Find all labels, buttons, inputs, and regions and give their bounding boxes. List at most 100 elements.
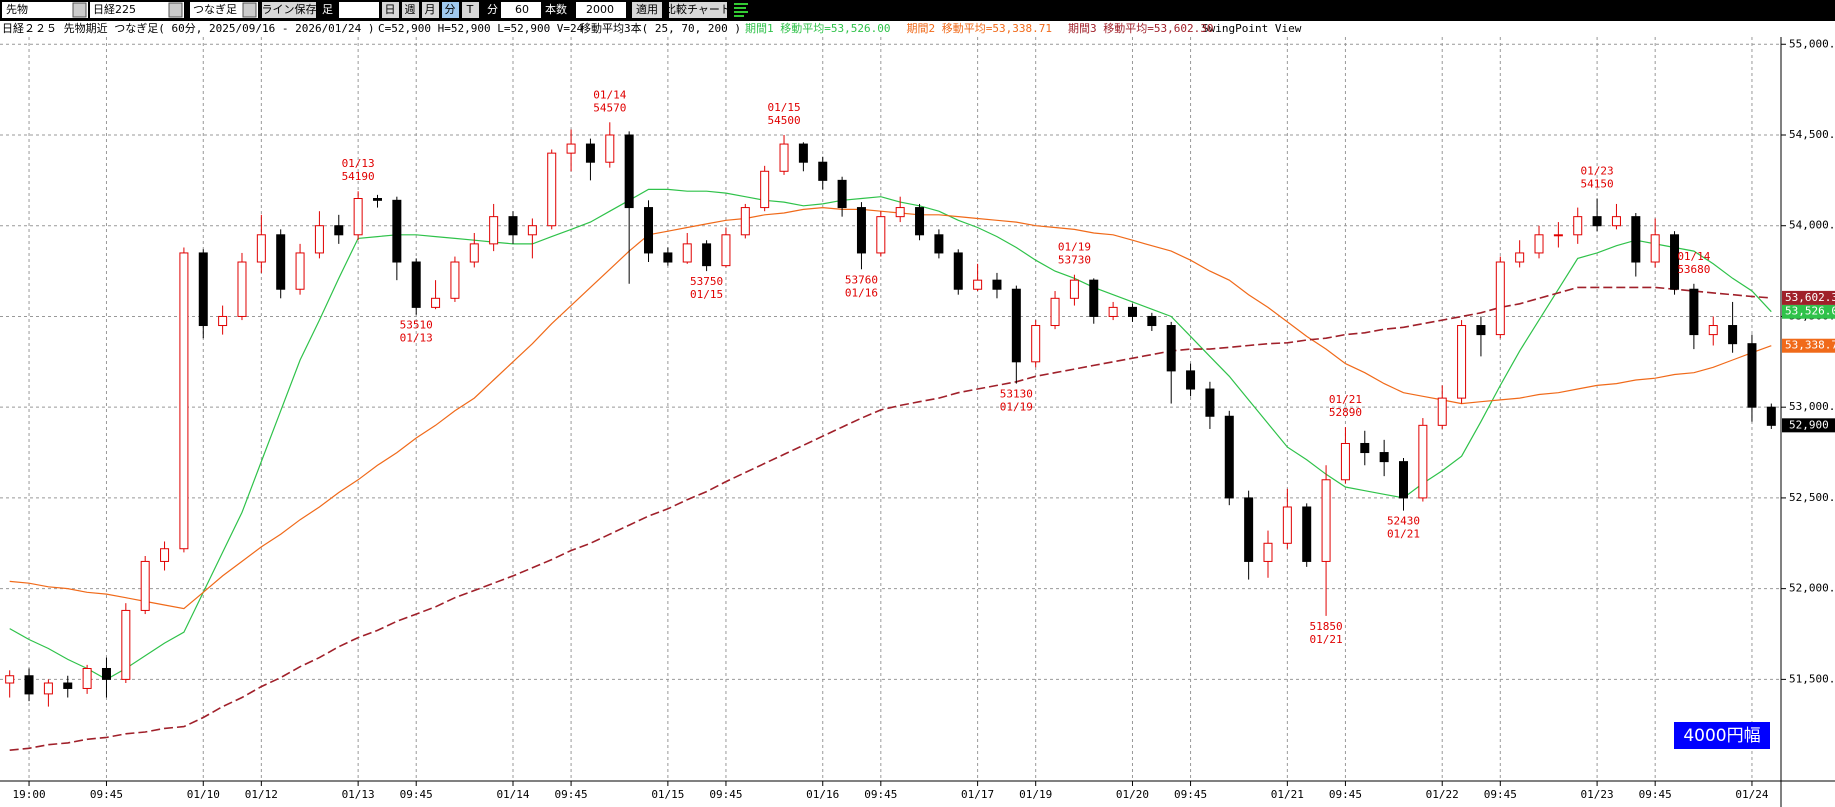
plot-area: 01/13541905351001/1301/145457001/1453680… — [0, 37, 1781, 781]
candle-body — [1108, 306, 1118, 317]
candle-body — [140, 560, 150, 611]
x-tick-label: 09:45 — [1639, 788, 1672, 801]
candle-body — [1224, 415, 1234, 499]
minutes-input-text: 60 — [515, 3, 529, 16]
axis-tag — [1782, 290, 1835, 305]
tick-button[interactable] — [462, 2, 479, 18]
swing-date: 01/14 — [593, 88, 626, 101]
candle-body — [1069, 279, 1079, 299]
count-input-text: 2000 — [586, 3, 614, 16]
ma-title: 移動平均3本( 25, 70, 200 ) — [580, 21, 741, 35]
candle-body — [63, 682, 73, 689]
swing-date: 01/21 — [1329, 393, 1362, 406]
chart-title: 日経２２５ 先物期近 つなぎ足( 60分, 2025/09/16 - 2026/… — [2, 21, 375, 35]
candle-body — [1360, 442, 1370, 454]
candle-body — [585, 143, 595, 163]
x-tick-label: 09:45 — [1484, 788, 1517, 801]
candle-body — [489, 216, 499, 245]
moving-average-line — [9, 286, 1772, 751]
x-tick-label: 09:45 — [1174, 788, 1207, 801]
compare-button[interactable] — [669, 2, 727, 18]
swing-value: 53130 — [1000, 388, 1033, 401]
candle-body — [334, 225, 344, 236]
dropdown-button[interactable] — [242, 2, 257, 18]
candle-body — [1457, 325, 1467, 399]
dropdown-button[interactable] — [168, 2, 183, 18]
view-label: SwingPoint View — [1202, 22, 1302, 35]
mode-select[interactable] — [190, 2, 258, 18]
candle-body — [1495, 261, 1505, 336]
candle-body — [82, 667, 92, 689]
count-input[interactable] — [576, 2, 626, 18]
day-button[interactable] — [382, 2, 399, 18]
candle-body — [1321, 479, 1331, 562]
candle-body — [1650, 234, 1660, 263]
candle-body — [1147, 315, 1157, 327]
minutes-input[interactable] — [501, 2, 541, 18]
candle-body — [218, 315, 228, 327]
candle-body — [973, 279, 983, 290]
swing-value: 54190 — [342, 170, 375, 183]
candle-body — [508, 216, 518, 236]
compare-button-text: 比較チャート — [665, 2, 731, 16]
swing-date: 01/23 — [1581, 165, 1614, 178]
minute-button[interactable] — [442, 2, 459, 18]
candle-body — [1089, 279, 1099, 317]
x-tick-label: 01/16 — [806, 788, 839, 801]
swing-value: 54150 — [1581, 178, 1614, 191]
swing-value: 53750 — [690, 275, 723, 288]
legend-entry: 期間1 移動平均=53,526.00 — [745, 21, 890, 35]
candle-body — [256, 234, 266, 263]
x-tick-label: 01/15 — [651, 788, 684, 801]
candle-body — [798, 143, 808, 163]
market-select[interactable] — [2, 2, 88, 18]
candle-body — [547, 152, 557, 227]
minute-button-text: 分 — [445, 3, 456, 16]
symbol-select[interactable] — [90, 2, 184, 18]
swing-value: 54570 — [593, 101, 626, 114]
candle-body — [314, 225, 324, 254]
moving-average-line — [9, 206, 1772, 610]
candle-body — [934, 234, 944, 254]
apply-button[interactable] — [632, 2, 662, 18]
save-button[interactable] — [262, 2, 316, 18]
count-label: 本数 — [545, 2, 567, 16]
swing-date: 01/21 — [1387, 528, 1420, 541]
candle-body — [43, 682, 53, 695]
x-tick-label: 01/24 — [1735, 788, 1768, 801]
dropdown-button[interactable] — [72, 2, 87, 18]
candle-body — [1127, 306, 1137, 317]
swing-value: 51850 — [1310, 620, 1343, 633]
candle-body — [1282, 506, 1292, 544]
week-button[interactable] — [402, 2, 419, 18]
bar-input[interactable] — [339, 2, 379, 18]
swing-value: 52430 — [1387, 515, 1420, 528]
candle-body — [779, 143, 789, 172]
candle-body — [915, 207, 925, 236]
candle-body — [1708, 325, 1718, 336]
indicator-icon[interactable] — [734, 3, 748, 17]
candle-body — [295, 252, 305, 290]
legend-entry: 期間2 移動平均=53,338.71 — [906, 21, 1051, 35]
candle-body — [1263, 542, 1273, 562]
market-select-text: 先物 — [6, 2, 28, 16]
range-note: 4000円幅 — [1683, 726, 1760, 746]
candle-body — [121, 609, 131, 680]
candle-body — [1689, 288, 1699, 336]
candle-body — [179, 252, 189, 550]
candle-body — [160, 548, 170, 562]
month-button[interactable] — [422, 2, 439, 18]
candle-body — [5, 675, 15, 684]
x-tick-label: 09:45 — [864, 788, 897, 801]
candle-body — [1166, 325, 1176, 372]
candle-body — [527, 225, 537, 236]
candle-body — [1747, 343, 1757, 408]
